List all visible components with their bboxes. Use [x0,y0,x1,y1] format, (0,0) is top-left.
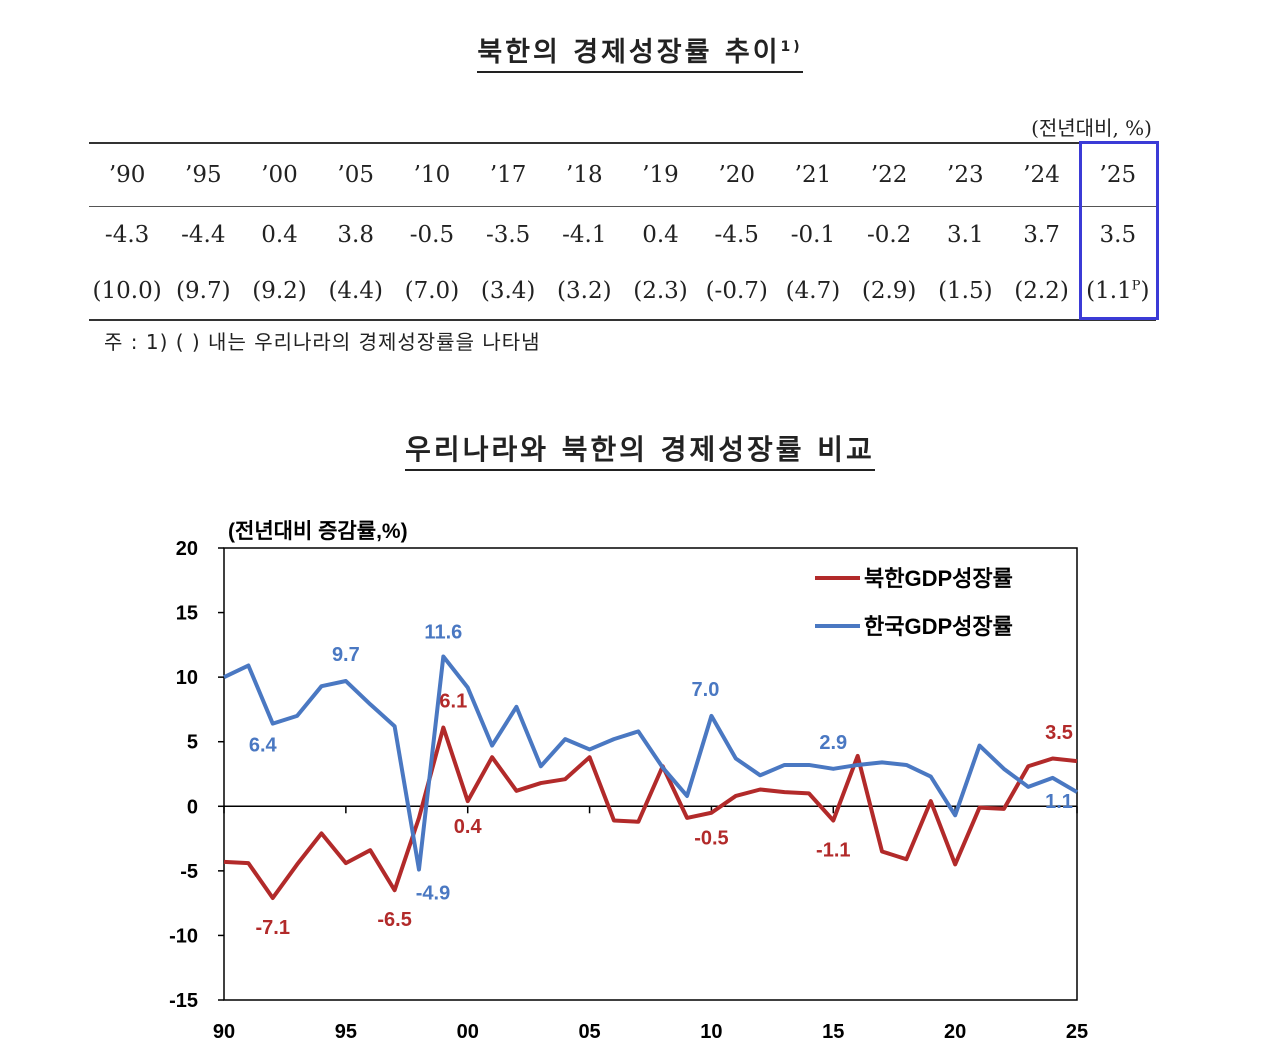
data-label: 11.6 [424,621,462,643]
y-axis-label: (전년대비 증감률,%) [228,520,408,543]
nk-cell: -4.1 [562,222,607,248]
year-cell: ’22 [851,142,928,207]
y-tick-label: -10 [169,925,198,947]
y-tick-label: 10 [176,667,198,689]
kr-cell: (7.0) [393,263,471,321]
kr-cell: (9.7) [165,263,242,321]
year-cell: ’19 [622,142,699,207]
table-title-wrap: 북한의 경제성장률 추이1) [0,30,1280,73]
plot-area [223,547,1078,1001]
table-row-north-korea: -4.3 -4.4 0.4 3.8 -0.5 -3.5 -4.1 0.4 -4.5 -0.1 -0.… [89,207,1156,264]
highlight-box-2025 [1079,141,1159,320]
data-label: -7.1 [256,917,290,939]
kr-cell: (1.5) [927,263,1004,321]
data-label: -1.1 [816,839,850,861]
year-cell: ’20 [698,142,775,207]
nk-cell: -4.4 [181,222,226,248]
nk-cell: -4.5 [714,222,759,248]
year-cell: ’95 [165,142,242,207]
table-title-footnote-mark: 1) [780,39,803,55]
table-footnote: 주 : 1) ( ) 내는 우리나라의 경제성장률을 나타냄 [104,330,541,354]
year-cell: ’10 [393,142,471,207]
year-cell: ’23 [927,142,1004,207]
table-row-years: ’90’95’00’05’10’17’18’19’20’21’22’23’24’… [89,142,1156,207]
kr-cell: (2.3) [622,263,699,321]
kr-cell: (3.4) [470,263,547,321]
data-label: 9.7 [332,644,360,666]
table-row-south-korea: (10.0) (9.7) (9.2) (4.4) (7.0) (3.4) (3.2) (2.3… [89,263,1156,321]
year-cell: ’17 [470,142,547,207]
year-cell: ’05 [317,142,394,207]
data-label: 1.1 [1045,791,1073,813]
kr-cell: (1.1P) [1079,263,1156,321]
nk-cell: 3.7 [1023,222,1060,248]
growth-table: ’90’95’00’05’10’17’18’19’20’21’22’23’24’… [89,142,1156,321]
nk-cell: 3.1 [947,222,984,248]
y-tick-label: 20 [176,538,198,560]
kr-cell: (2.2) [1003,263,1080,321]
year-cell: ’21 [774,142,852,207]
year-cell: ’90 [89,142,166,207]
x-tick-label: 10 [700,1021,722,1043]
series-line-north-korea [223,725,1078,900]
x-tick-label: 00 [457,1021,479,1043]
nk-cell: -0.2 [866,222,912,248]
data-label: 6.4 [249,735,278,757]
x-tick-label: 20 [944,1021,966,1043]
kr-cell: (3.2) [546,263,623,321]
nk-cell: -0.5 [409,222,455,248]
data-label: -4.9 [416,883,450,905]
table-title: 북한의 경제성장률 추이1) [477,37,803,73]
nk-cell: -4.3 [104,222,150,248]
nk-cell: 3.8 [337,222,374,248]
series-line-south-korea [223,654,1079,872]
y-tick-label: 15 [176,603,198,625]
x-tick-label: 95 [335,1021,357,1043]
year-cell: ’24 [1003,142,1080,207]
y-tick-label: -15 [169,990,198,1012]
data-label: 0.4 [454,816,483,838]
legend-label: 한국GDP성장률 [864,614,1013,639]
nk-cell: 0.4 [642,222,679,248]
year-cell: ’25 [1079,142,1156,207]
data-label: 2.9 [819,732,847,754]
chart-title: 우리나라와 북한의 경제성장률 비교 [405,433,875,471]
data-label: 7.0 [692,679,720,701]
x-tick-label: 05 [578,1021,600,1043]
x-tick-label: 90 [213,1021,235,1043]
y-tick-label: 5 [187,732,198,754]
kr-cell: (4.4) [317,263,394,321]
chart-title-wrap: 우리나라와 북한의 경제성장률 비교 [0,428,1280,471]
table-title-text: 북한의 경제성장률 추이 [477,37,781,68]
nk-cell: 0.4 [261,222,298,248]
kr-cell: (2.9) [851,263,928,321]
kr-cell: (4.7) [774,263,852,321]
x-tick-label: 25 [1066,1021,1088,1043]
kr-cell: (-0.7) [698,263,775,321]
year-cell: ’18 [546,142,623,207]
nk-cell: -0.1 [790,222,836,248]
x-tick-label: 15 [822,1021,844,1043]
data-label: -6.5 [377,909,411,931]
nk-cell: 3.5 [1099,222,1137,248]
table-unit: (전년대비, %) [1031,116,1152,140]
data-label: 3.5 [1045,722,1073,744]
nk-cell: -3.5 [485,222,531,248]
legend-label: 북한GDP성장률 [864,566,1013,591]
y-tick-label: -5 [180,861,198,883]
year-cell: ’00 [241,142,318,207]
kr-cell: (10.0) [89,263,166,321]
kr-cell: (9.2) [241,263,318,321]
data-label: -0.5 [694,828,728,850]
y-tick-label: 0 [187,796,198,818]
data-label: 6.1 [439,691,467,713]
